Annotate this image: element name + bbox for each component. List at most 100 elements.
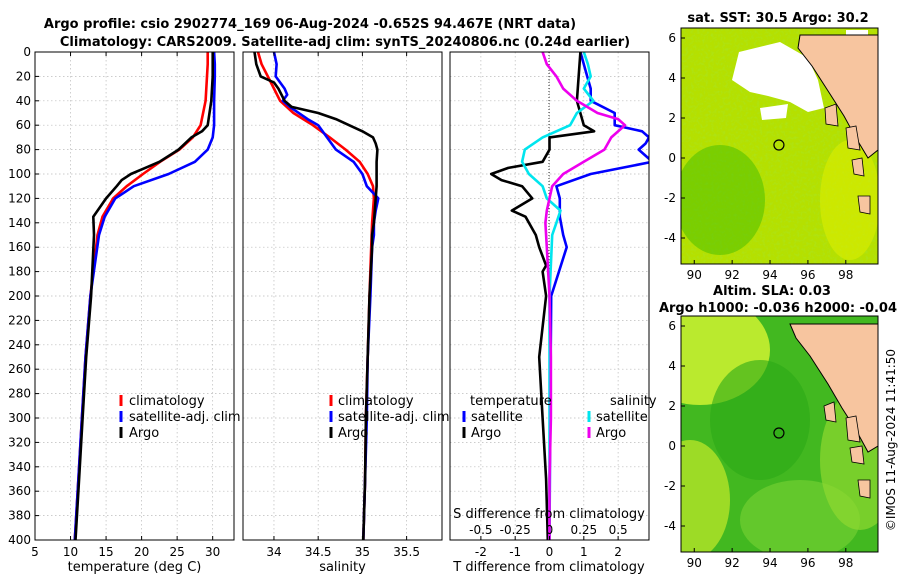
- legend-title-temperature: temperature: [470, 394, 552, 409]
- tick-label-y-18: 360: [8, 484, 31, 498]
- legend-title-salinity: salinity: [610, 394, 657, 409]
- t-diff-label: T difference from climatology: [452, 560, 645, 575]
- tick-label-x-2: 35: [355, 545, 370, 559]
- map-tick-label-y-0: 6: [668, 31, 676, 45]
- tick-label-s-3: 0.25: [570, 523, 597, 537]
- tick-label-y-20: 400: [8, 533, 31, 547]
- sst-map-title: sat. SST: 30.5 Argo: 30.2: [687, 11, 868, 26]
- tick-label-y-7: 140: [8, 216, 31, 230]
- legend-label-climatology: climatology: [338, 394, 414, 409]
- series-line-temperature-argo: [489, 52, 596, 540]
- tick-label-y-3: 60: [16, 118, 31, 132]
- tick-label-x-1: 10: [63, 545, 78, 559]
- title-line1: Argo profile: csio 2902774_169 06-Aug-20…: [44, 17, 576, 32]
- tick-label-y-13: 260: [8, 362, 31, 376]
- tick-label-s-0: -0.5: [469, 523, 492, 537]
- salinity-panel: 34 34.5 35 35.5 salinity climatology satell…: [242, 51, 450, 575]
- salinity-xlabel: salinity: [319, 560, 366, 575]
- map-tick-label-y-2: 2: [668, 111, 676, 125]
- tick-label-y-1: 20: [16, 69, 31, 83]
- series-line-salinity-satellite: [520, 52, 595, 540]
- tick-label-y-9: 180: [8, 265, 31, 279]
- map-tick-label-y-1: 4: [668, 359, 676, 373]
- title-line2: Climatology: CARS2009. Satellite-adj cli…: [60, 35, 630, 50]
- argo-location-marker: [773, 427, 785, 439]
- map-tick-label-x-3: 96: [800, 268, 815, 282]
- tick-label-y-6: 120: [8, 191, 31, 205]
- map-tick-label-y-5: -4: [664, 231, 676, 245]
- s-diff-label: S difference from climatology: [453, 507, 645, 522]
- legend-label-s-argo: Argo: [596, 426, 626, 441]
- temperature-xlabel: temperature (deg C): [68, 560, 202, 575]
- legend-label-argo: Argo: [338, 426, 368, 441]
- tick-label-x-4: 2: [614, 545, 622, 559]
- tick-label-y-16: 320: [8, 435, 31, 449]
- legend-label-t-argo: Argo: [471, 426, 501, 441]
- series-line-argo: [74, 52, 214, 540]
- tick-label-x-3: 20: [134, 545, 149, 559]
- tick-label-y-12: 240: [8, 338, 31, 352]
- sla-map-title-line1: Altim. SLA: 0.03: [713, 284, 831, 299]
- tick-label-s-2: 0: [546, 523, 554, 537]
- map-tick-label-y-4: -2: [664, 191, 676, 205]
- tick-label-x-4: 25: [170, 545, 185, 559]
- tick-label-x-3: 1: [580, 545, 588, 559]
- map-tick-label-x-0: 90: [687, 268, 702, 282]
- tick-label-x-2: 0: [546, 545, 554, 559]
- temperature-panel: 5 10 15 20 25 30 0 20 40 60 80 100 120 140 160 180 200 2…: [8, 45, 241, 575]
- tick-label-x-1: -1: [509, 545, 521, 559]
- map-tick-label-y-2: 2: [668, 399, 676, 413]
- salinity-legend: climatology satellite-adj. clim Argo: [329, 394, 450, 441]
- tick-label-x-1: 34.5: [305, 545, 332, 559]
- map-tick-label-x-1: 92: [725, 556, 740, 570]
- map-tick-label-x-2: 94: [762, 556, 777, 570]
- sla-map-title-line2: Argo h1000: -0.036 h2000: -0.04: [659, 301, 897, 316]
- series-line-salinity-argo: [541, 52, 627, 540]
- map-tick-label-x-4: 98: [838, 556, 853, 570]
- map-tick-label-y-5: -4: [664, 519, 676, 533]
- map-tick-label-x-2: 94: [762, 268, 777, 282]
- map-tick-label-x-3: 96: [800, 556, 815, 570]
- sst-map: sat. SST: 30.5 Argo: 30.2 90 92 94 96 98 6 4 2…: [664, 11, 879, 282]
- difference-legend: temperature satellite Argo salinity sate…: [462, 394, 657, 441]
- legend-label-s-satellite: satellite: [596, 410, 648, 425]
- sla-map: Altim. SLA: 0.03 Argo h1000: -0.036 h200…: [659, 284, 897, 570]
- temperature-legend: climatology satellite-adj. clim Argo: [119, 394, 241, 441]
- tick-label-s-1: -0.25: [500, 523, 531, 537]
- tick-label-y-10: 200: [8, 289, 31, 303]
- tick-label-y-11: 220: [8, 313, 31, 327]
- tick-label-s-4: 0.5: [609, 523, 628, 537]
- map-tick-label-x-4: 98: [838, 268, 853, 282]
- tick-label-y-8: 160: [8, 240, 31, 254]
- series-line-argo: [253, 52, 379, 540]
- map-tick-label-y-3: 0: [668, 439, 676, 453]
- tick-label-y-2: 40: [16, 94, 31, 108]
- map-tick-label-y-3: 0: [668, 151, 676, 165]
- difference-panel: -2 -1 0 1 2 -0.5 -0.25 0 0.25 0.5 S difference f…: [449, 51, 657, 575]
- timestamp: ©IMOS 11-Aug-2024 11:41:50: [884, 349, 898, 531]
- tick-label-y-5: 100: [8, 167, 31, 181]
- series-line-temperature-satellite: [548, 52, 649, 540]
- map-tick-label-y-1: 4: [668, 71, 676, 85]
- legend-label-satellite: satellite-adj. clim: [338, 410, 450, 425]
- map-tick-label-x-0: 90: [687, 556, 702, 570]
- map-tick-label-x-1: 92: [725, 268, 740, 282]
- tick-label-x-0: -2: [475, 545, 487, 559]
- tick-label-x-0: 34: [266, 545, 281, 559]
- tick-label-y-0: 0: [23, 45, 31, 59]
- tick-label-x-0: 5: [31, 545, 39, 559]
- tick-label-y-15: 300: [8, 411, 31, 425]
- tick-label-y-4: 80: [16, 143, 31, 157]
- legend-label-t-satellite: satellite: [471, 410, 523, 425]
- tick-label-y-14: 280: [8, 387, 31, 401]
- map-tick-label-y-0: 6: [668, 319, 676, 333]
- legend-label-argo: Argo: [129, 426, 159, 441]
- legend-label-satellite: satellite-adj. clim: [129, 410, 241, 425]
- argo-location-marker: [773, 139, 785, 151]
- tick-label-y-17: 340: [8, 460, 31, 474]
- tick-label-x-5: 30: [205, 545, 220, 559]
- sst-cloud-gap: [732, 42, 824, 112]
- legend-label-climatology: climatology: [129, 394, 205, 409]
- tick-label-x-3: 35.5: [393, 545, 420, 559]
